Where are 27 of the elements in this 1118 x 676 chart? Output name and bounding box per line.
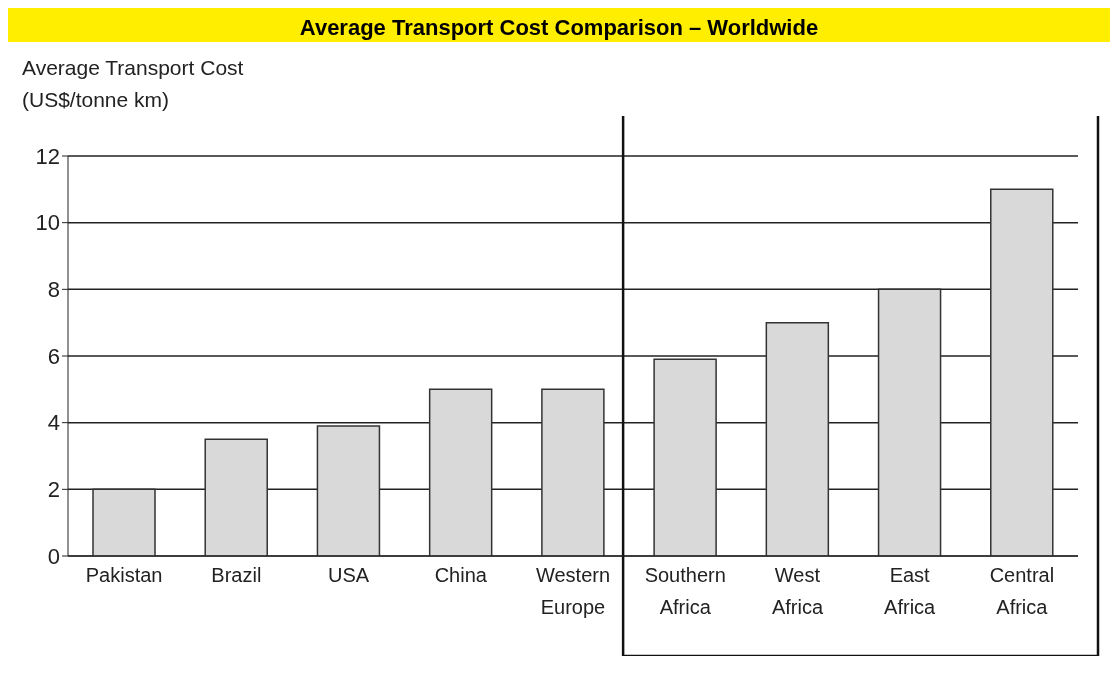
bar [653, 358, 717, 556]
x-tick-label: West Africa [771, 564, 824, 618]
y-tick-label: 10 [35, 210, 60, 236]
bar [204, 438, 268, 556]
bar [877, 288, 942, 556]
x-tick-label: Western Europe [535, 564, 611, 618]
x-tick-label: China [434, 564, 488, 586]
bar [92, 488, 156, 556]
bar [316, 425, 381, 556]
x-tick-label: USA [327, 564, 370, 586]
bar [541, 388, 605, 556]
y-tick-label: 4 [47, 410, 60, 436]
chart-title: Average Transport Cost Comparison – Worldwide [8, 8, 1110, 42]
x-tick-label: Brazil [211, 564, 262, 586]
y-tick-label: 8 [47, 277, 60, 303]
bar [765, 321, 830, 556]
x-tick-label: Central Africa [989, 564, 1055, 618]
x-tick-label: Pakistan [85, 564, 163, 586]
y-tick-label: 12 [35, 143, 60, 169]
y-tick-label: 0 [47, 543, 60, 569]
y-tick-label: 2 [47, 477, 60, 503]
bar [990, 188, 1054, 556]
x-tick-label: Southern Africa [644, 564, 726, 618]
y-tick-label: 6 [47, 343, 60, 369]
x-tick-label: East Africa [884, 564, 937, 618]
y-axis-title: Average Transport Cost (US$/tonne km) [22, 55, 245, 113]
bar [428, 388, 493, 556]
